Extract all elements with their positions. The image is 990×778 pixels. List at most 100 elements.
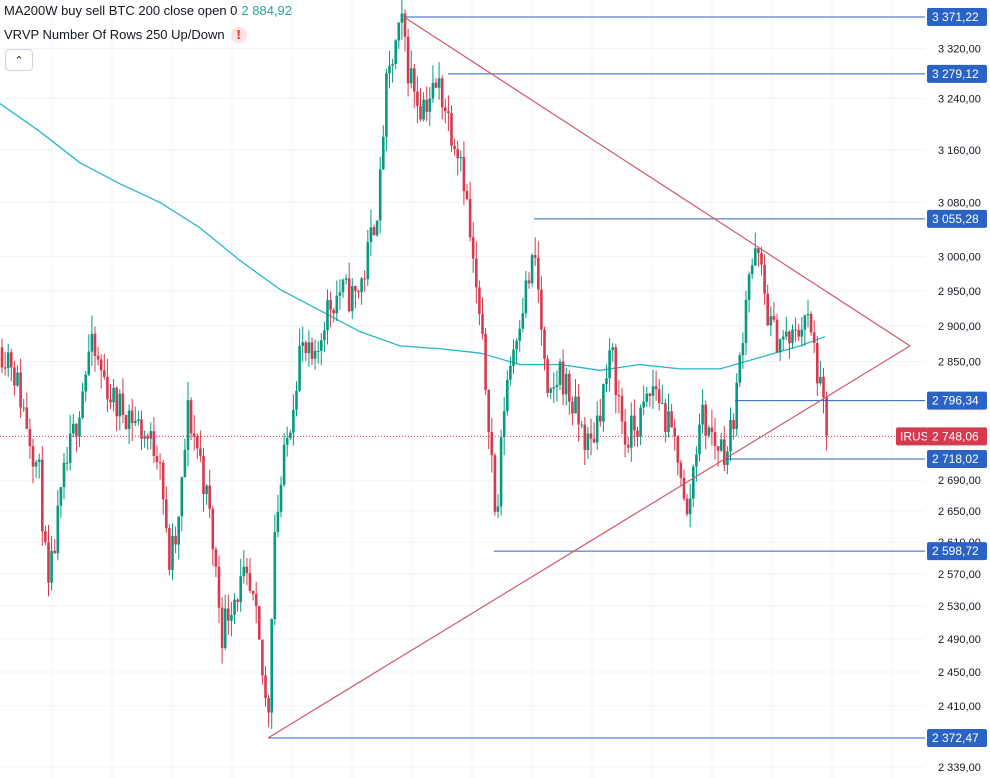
candle-body bbox=[447, 111, 450, 114]
candle-body bbox=[816, 343, 819, 384]
candle-body bbox=[558, 361, 562, 385]
candle-body bbox=[357, 290, 360, 293]
level-price-tag bbox=[927, 449, 987, 468]
candle-body bbox=[279, 484, 283, 512]
candle-body bbox=[806, 313, 810, 316]
candle-body bbox=[468, 199, 472, 238]
candle-body bbox=[115, 387, 118, 417]
candle-body bbox=[161, 462, 165, 500]
candle-body bbox=[772, 316, 776, 320]
candle-body bbox=[636, 430, 639, 437]
candle-body bbox=[180, 477, 184, 517]
candle-body bbox=[183, 449, 187, 478]
candle-body bbox=[800, 329, 804, 337]
candle-body bbox=[75, 423, 78, 437]
candle-body bbox=[732, 420, 735, 430]
symbol-tag bbox=[896, 427, 928, 446]
candle-body bbox=[270, 619, 273, 713]
candle-body bbox=[769, 316, 773, 326]
candle-body bbox=[140, 419, 143, 439]
candle-body bbox=[481, 313, 484, 334]
candle-body bbox=[651, 386, 655, 396]
candle-body bbox=[564, 373, 568, 395]
candle-body bbox=[754, 248, 757, 266]
level-price-tag bbox=[927, 729, 987, 747]
candle-body bbox=[577, 396, 580, 425]
candle-body bbox=[53, 550, 56, 554]
candle-body bbox=[639, 407, 642, 437]
ma200w-line bbox=[0, 103, 826, 371]
candle-body bbox=[385, 73, 388, 137]
candle-body bbox=[165, 499, 168, 529]
candle-body bbox=[695, 454, 698, 467]
candle-body bbox=[462, 156, 466, 192]
collapse-legend-button[interactable]: ⌃ bbox=[5, 49, 33, 71]
candle-body bbox=[812, 332, 816, 344]
candle-body bbox=[68, 433, 72, 463]
candle-body bbox=[750, 265, 754, 275]
y-tick-label: 2 450,00 bbox=[938, 667, 981, 679]
candle-body bbox=[109, 399, 112, 403]
candle-body bbox=[282, 444, 286, 485]
candle-body bbox=[118, 393, 122, 417]
candle-body bbox=[155, 455, 159, 463]
candle-body bbox=[382, 136, 385, 170]
candle-body bbox=[710, 427, 714, 432]
candle-body bbox=[99, 359, 103, 371]
candle-body bbox=[400, 13, 404, 23]
candle-body bbox=[549, 388, 552, 393]
horizontal-levels bbox=[0, 16, 925, 739]
candle-body bbox=[41, 459, 44, 532]
warning-icon[interactable]: ! bbox=[230, 27, 247, 43]
candle-body bbox=[561, 361, 565, 395]
candle-body bbox=[189, 400, 193, 434]
candle-body bbox=[354, 286, 357, 291]
candle-body bbox=[599, 415, 602, 422]
candle-body bbox=[766, 293, 769, 326]
candle-body bbox=[230, 615, 233, 621]
y-tick-label: 2 650,00 bbox=[938, 506, 981, 518]
candle-body bbox=[726, 451, 729, 466]
candle-body bbox=[37, 459, 41, 463]
level-price-tag bbox=[927, 391, 987, 410]
candle-body bbox=[688, 498, 692, 515]
legend-ma-value: 2 884,92 bbox=[241, 3, 293, 18]
candle-body bbox=[552, 387, 556, 389]
candle-body bbox=[236, 599, 239, 603]
candle-body bbox=[363, 278, 366, 280]
candle-body bbox=[0, 347, 4, 368]
candle-body bbox=[819, 376, 822, 384]
candle-body bbox=[490, 431, 494, 456]
candle-body bbox=[543, 329, 546, 359]
trendline bbox=[403, 16, 911, 347]
candle-body bbox=[738, 355, 742, 383]
candle-body bbox=[719, 439, 723, 451]
level-price-tag bbox=[927, 8, 987, 26]
candle-body bbox=[778, 339, 782, 353]
candle-body bbox=[329, 299, 332, 310]
candle-body bbox=[716, 446, 720, 451]
candle-body bbox=[822, 376, 825, 398]
candle-body bbox=[158, 462, 162, 464]
candle-body bbox=[50, 550, 53, 583]
candle-body bbox=[84, 374, 87, 392]
candle-body bbox=[803, 315, 807, 330]
candle-body bbox=[555, 384, 559, 388]
legend-vrvp[interactable]: VRVP Number Of Rows 250 Up/Down! bbox=[4, 27, 247, 43]
candle-body bbox=[744, 299, 748, 344]
candle-body bbox=[397, 22, 401, 41]
candle-body bbox=[375, 220, 379, 236]
candle-body bbox=[10, 352, 13, 368]
candle-body bbox=[214, 549, 218, 567]
candle-body bbox=[475, 258, 478, 288]
candle-body bbox=[251, 590, 255, 594]
candle-body bbox=[431, 82, 435, 99]
candle-body bbox=[496, 506, 500, 512]
candle-body bbox=[512, 349, 515, 366]
candle-body bbox=[267, 698, 270, 713]
candle-body bbox=[757, 248, 760, 253]
candle-body bbox=[313, 350, 317, 359]
candle-body bbox=[626, 444, 630, 448]
